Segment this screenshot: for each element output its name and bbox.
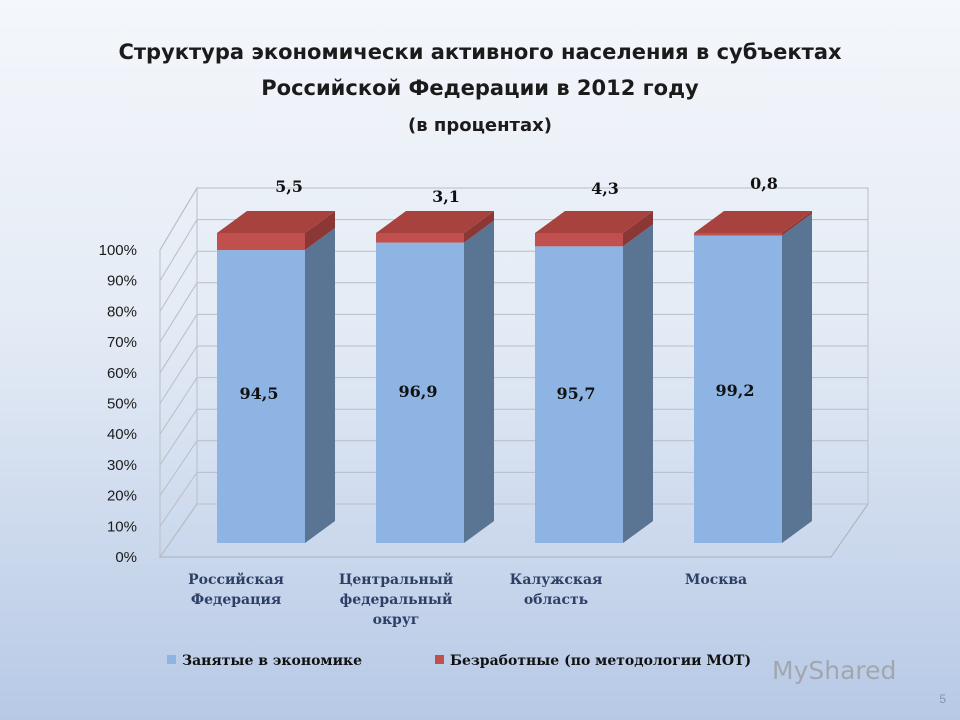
y-tick-label: 60% <box>107 365 137 382</box>
gridline-side <box>159 377 198 435</box>
legend-swatch-unemployed <box>435 655 444 664</box>
data-label-unemployed: 0,8 <box>750 174 778 193</box>
side-wall <box>159 186 198 559</box>
bar-unemployed-side <box>623 211 653 247</box>
bar-top <box>694 211 812 233</box>
gridline-side <box>159 503 198 558</box>
gridline-side <box>159 408 198 466</box>
bar-employed-side <box>305 228 335 544</box>
slide-number: 5 <box>939 692 946 706</box>
data-label-unemployed: 4,3 <box>591 179 619 198</box>
legend-swatch-employed <box>167 655 176 664</box>
y-tick-label: 20% <box>107 488 137 505</box>
bar-employed <box>217 250 305 544</box>
x-tick-label: Калужская <box>510 572 603 588</box>
chart-title-line2: Российской Федерации в 2012 году <box>261 76 699 100</box>
bar-employed-side <box>623 224 653 543</box>
chart-title-line1: Структура экономически активного населен… <box>118 40 842 64</box>
bar-employed <box>535 246 623 543</box>
y-tick-label: 90% <box>107 273 137 290</box>
y-tick-label: 40% <box>107 426 137 443</box>
bar-unemployed <box>376 233 464 243</box>
data-label-employed: 96,9 <box>399 382 438 401</box>
bar-unemployed <box>535 233 623 247</box>
bar-top <box>376 211 494 233</box>
x-tick-label: Федерация <box>191 592 281 608</box>
legend-label-employed: Занятые в экономике <box>182 653 362 669</box>
watermark-logo: MyShared <box>772 656 897 685</box>
bar-top <box>535 211 653 233</box>
bar-unemployed-side <box>305 211 335 251</box>
gridline-side <box>159 187 198 251</box>
gridline-side <box>159 345 198 404</box>
x-tick-label: Центральный <box>339 571 453 588</box>
chart-subtitle: (в процентах) <box>408 115 552 136</box>
gridline-side <box>159 282 198 343</box>
bar-top <box>217 211 335 233</box>
gridline-side <box>159 314 198 374</box>
bar-unemployed <box>694 233 782 236</box>
gridline-side <box>159 219 198 281</box>
bar-employed <box>694 235 782 544</box>
y-tick-label: 100% <box>99 242 137 259</box>
bar-employed-side <box>782 213 812 544</box>
data-label-employed: 95,7 <box>557 384 596 403</box>
y-tick-label: 10% <box>107 518 137 535</box>
bar-unemployed-side <box>782 211 812 236</box>
y-tick-label: 0% <box>115 549 137 566</box>
legend-label-unemployed: Безработные (по методологии МОТ) <box>450 653 751 669</box>
x-tick-label: область <box>524 592 588 608</box>
y-tick-label: 50% <box>107 396 137 413</box>
gridline-side <box>159 250 198 312</box>
data-label-unemployed: 5,5 <box>275 177 303 196</box>
x-tick-label: округ <box>373 612 420 628</box>
data-label-unemployed: 3,1 <box>432 187 460 206</box>
x-tick-label: Российская <box>188 571 284 588</box>
y-tick-label: 70% <box>107 334 137 351</box>
bar-unemployed <box>217 233 305 251</box>
gridline-side <box>159 440 198 496</box>
y-tick-label: 30% <box>107 457 137 474</box>
bar-employed <box>376 242 464 544</box>
bar-employed-side <box>464 220 494 544</box>
data-label-employed: 94,5 <box>240 384 279 403</box>
x-tick-label: федеральный <box>340 591 453 608</box>
bar-unemployed-side <box>464 211 494 243</box>
x-tick-label: Москва <box>685 572 747 588</box>
data-label-employed: 99,2 <box>716 381 755 400</box>
gridline-side <box>159 472 198 527</box>
y-tick-label: 80% <box>107 303 137 320</box>
